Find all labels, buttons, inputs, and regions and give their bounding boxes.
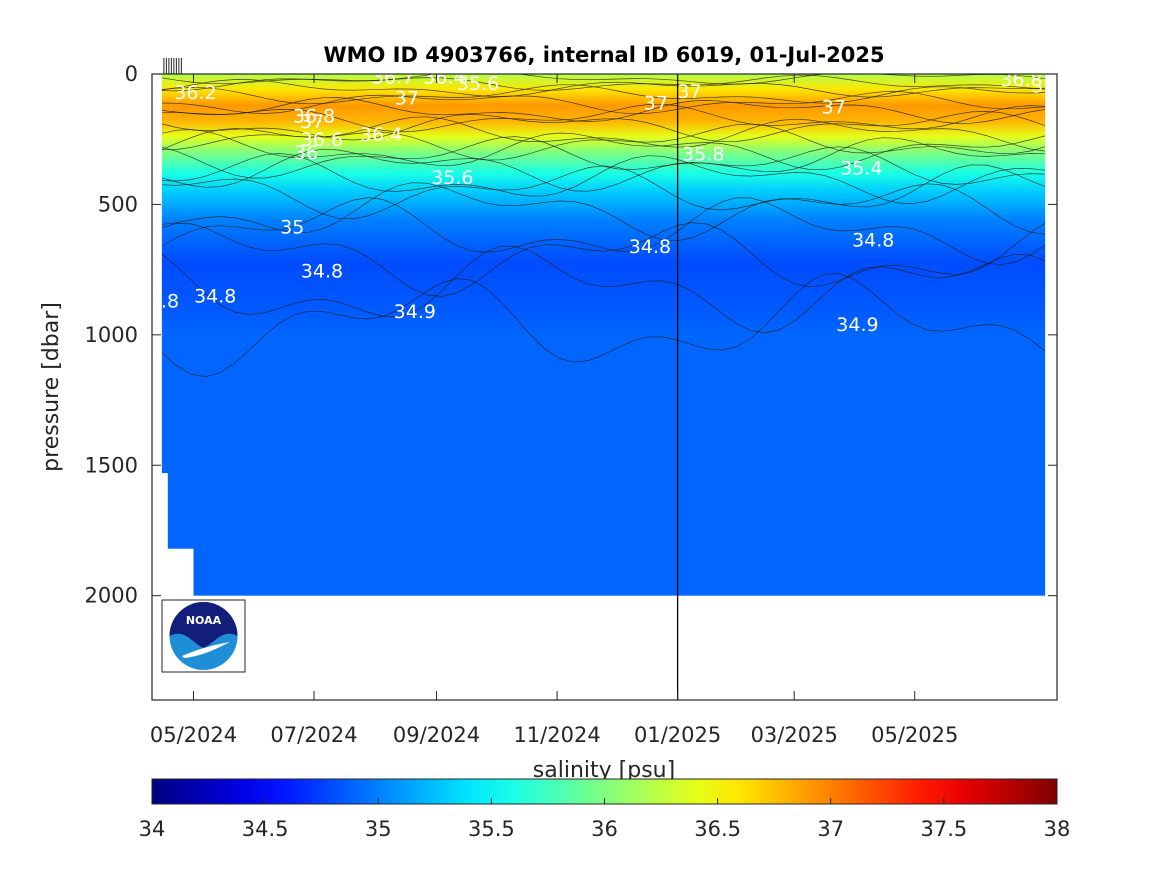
colorbar-tick-label: 34.5: [242, 817, 289, 841]
contour-label: 36: [294, 142, 318, 164]
contour-line: [161, 91, 1046, 115]
salinity-field-fill: [161, 74, 1046, 596]
contour-line: [161, 245, 1046, 334]
contour-label: 36.6: [301, 129, 343, 151]
y-tick-label: 500: [98, 192, 138, 216]
contour-line: [161, 79, 1046, 98]
contour-line: [161, 273, 1046, 378]
colorbar-tick-label: 35.5: [468, 817, 515, 841]
contour-line: [161, 182, 1046, 242]
chart-title: WMO ID 4903766, internal ID 6019, 01-Jul…: [323, 43, 884, 67]
contour-label: 37: [677, 81, 701, 103]
contour-label: 34.8: [852, 229, 894, 251]
contour-label: 36.4: [423, 66, 465, 88]
colorbar-tick-label: 37: [817, 817, 844, 841]
colorbar-ticks: 34 34.5 35 35.5 36 36.5 37 37.5 38: [139, 798, 1071, 841]
salinity-field: [159, 74, 1046, 598]
contour-label: 35.6: [431, 167, 473, 189]
contour-line: [161, 74, 1046, 92]
contour-line: [161, 136, 1046, 179]
contour-line: [161, 111, 1046, 143]
contour-line: [161, 164, 1046, 220]
contour-line: [161, 153, 1046, 205]
y-tick-label: 0: [125, 62, 138, 86]
contour-label: 37: [1031, 76, 1055, 98]
contour-label: 37: [395, 87, 419, 109]
y-axis-label: pressure [dbar]: [39, 302, 64, 472]
contour-label: 35.8: [682, 143, 724, 165]
contour-label: 35.6: [457, 73, 499, 95]
x-axis-ticks: 05/2024 07/2024 09/2024 11/2024 01/2025 03/20…: [150, 74, 958, 747]
y-axis-ticks: 0 500 1000 1500 2000: [85, 62, 1057, 608]
y-tick-label: 1500: [85, 453, 138, 477]
colorbar-tick-label: 37.5: [920, 817, 967, 841]
colorbar-tick-label: 35: [365, 817, 392, 841]
contour-line: [161, 97, 1046, 124]
x-tick-label: 03/2025: [751, 723, 838, 747]
contour-label: 34.9: [394, 301, 436, 323]
colorbar-tick-label: 36: [591, 817, 618, 841]
profile-tick-marks: [163, 58, 182, 74]
colorbar-tick-label: 36.5: [694, 817, 741, 841]
noaa-logo: NOAA: [161, 599, 246, 673]
contour-line: [161, 222, 1046, 297]
contour-label: 36.2: [174, 82, 216, 104]
x-tick-label: 05/2025: [871, 723, 958, 747]
missing-data-gap: [159, 548, 194, 598]
x-tick-label: 11/2024: [513, 723, 600, 747]
contour-label: 36.4: [360, 124, 402, 146]
contour-label: 34.8: [194, 286, 236, 308]
colorbar-tick-label: 34: [139, 817, 166, 841]
contour-label: 36.7: [372, 66, 414, 88]
y-tick-label: 2000: [85, 584, 138, 608]
contour-label: 34.9: [836, 314, 878, 336]
colorbar-tick-label: 38: [1044, 817, 1071, 841]
logo-bird: [182, 642, 230, 658]
contour-line: [161, 129, 1046, 171]
contour-label: 34.8: [301, 261, 343, 283]
logo-text: NOAA: [186, 614, 222, 627]
contour-label: 37: [644, 92, 668, 114]
logo-upper-half: [169, 602, 238, 648]
contour-label: 35: [280, 216, 304, 238]
missing-data-gap: [159, 473, 168, 598]
contour-line: [161, 103, 1046, 133]
contour-label: 34.8: [629, 236, 671, 258]
contour-line: [161, 146, 1046, 192]
x-tick-label: 01/2025: [634, 723, 721, 747]
x-tick-label: 07/2024: [270, 723, 357, 747]
contour-label: 35.4: [840, 158, 882, 180]
x-tick-label: 05/2024: [150, 723, 237, 747]
plot-frame: [151, 73, 1058, 701]
x-tick-label: 09/2024: [393, 723, 480, 747]
contour-label: 36.8: [293, 106, 335, 128]
contour-lines: [161, 74, 1046, 378]
colorbar: 34 34.5 35 35.5 36 36.5 37 37.5 38: [139, 778, 1071, 841]
contour-label: 37: [822, 96, 846, 118]
contour-label: 37: [300, 111, 324, 133]
y-tick-label: 1000: [85, 323, 138, 347]
contour-line: [161, 197, 1046, 266]
contour-label: 34.8: [137, 291, 179, 313]
colorbar-gradient: [151, 778, 1058, 805]
